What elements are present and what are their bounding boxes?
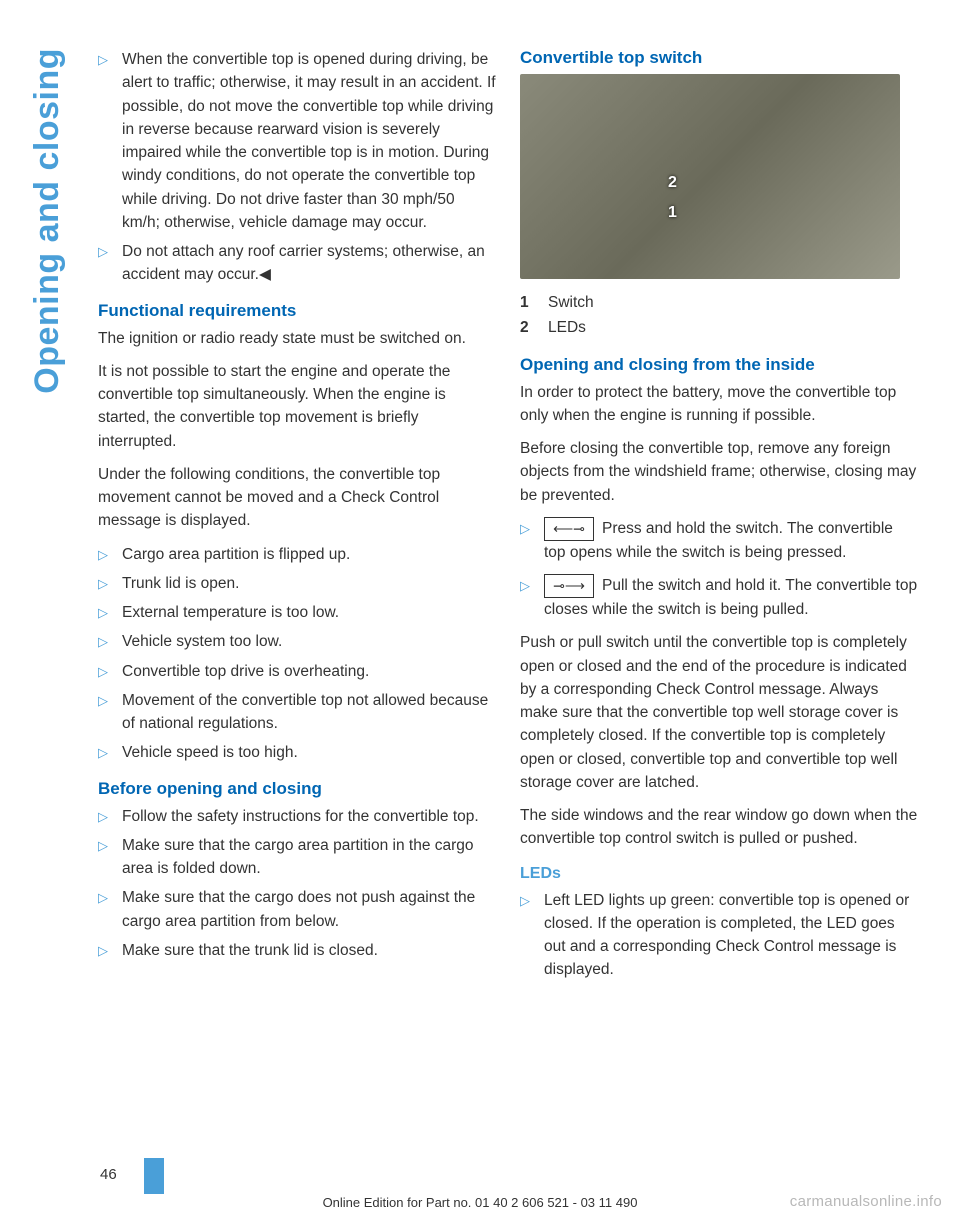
bullet-text: Follow the safety instructions for the c… xyxy=(122,805,479,828)
body-text: Before closing the convertible top, remo… xyxy=(520,437,918,507)
body-text: Push or pull switch until the convertibl… xyxy=(520,631,918,794)
legend-label: Switch xyxy=(548,291,594,316)
switch-diagram-image: 1 2 xyxy=(520,74,900,279)
car-close-icon: ⊸⟶ xyxy=(544,574,594,598)
list-item: Convertible top drive is overheating. xyxy=(98,660,496,683)
page-number-box: 46 xyxy=(100,1166,140,1184)
bullet-icon xyxy=(520,891,530,982)
list-item: Vehicle speed is too high. xyxy=(98,741,496,764)
heading-convertible-top-switch: Convertible top switch xyxy=(520,48,918,68)
bullet-text: Cargo area partition is flipped up. xyxy=(122,543,350,566)
heading-before-opening-closing: Before opening and closing xyxy=(98,779,496,799)
bullet-text: Press and hold the switch. The convertib… xyxy=(544,520,893,561)
bullet-text: When the convertible top is opened durin… xyxy=(122,48,496,234)
body-text: In order to protect the battery, move th… xyxy=(520,381,918,428)
list-item: Trunk lid is open. xyxy=(98,572,496,595)
list-item: Follow the safety instructions for the c… xyxy=(98,805,496,828)
right-column: Convertible top switch 1 2 1Switch 2LEDs… xyxy=(520,48,918,988)
legend-item: 1Switch xyxy=(520,291,918,316)
page-footer: 46 Online Edition for Part no. 01 40 2 6… xyxy=(0,1152,960,1222)
bullet-icon xyxy=(98,50,108,234)
bullet-icon xyxy=(520,519,530,564)
list-item: When the convertible top is opened durin… xyxy=(98,48,496,234)
bullet-text: Vehicle system too low. xyxy=(122,630,282,653)
bullet-icon xyxy=(98,743,108,764)
before-bullet-list: Follow the safety instructions for the c… xyxy=(98,805,496,963)
leds-bullet-list: Left LED lights up green: convertible to… xyxy=(520,889,918,982)
list-item: Make sure that the cargo area partition … xyxy=(98,834,496,881)
body-text: The side windows and the rear window go … xyxy=(520,804,918,851)
bullet-text: Pull the switch and hold it. The convert… xyxy=(544,577,917,618)
bullet-icon xyxy=(98,603,108,624)
sidebar-text: Opening and closing xyxy=(28,48,67,394)
bullet-icon xyxy=(98,941,108,962)
legend-label: LEDs xyxy=(548,316,586,341)
image-callout-2: 2 xyxy=(668,174,677,192)
car-open-icon: ⟵⊸ xyxy=(544,517,594,541)
list-item: ⟵⊸Press and hold the switch. The convert… xyxy=(520,517,918,564)
legend-item: 2LEDs xyxy=(520,316,918,341)
list-item: ⊸⟶Pull the switch and hold it. The conve… xyxy=(520,574,918,621)
main-content: When the convertible top is opened durin… xyxy=(98,48,918,988)
bullet-icon xyxy=(98,888,108,933)
bullet-text: Make sure that the trunk lid is closed. xyxy=(122,939,378,962)
functional-bullet-list: Cargo area partition is flipped up. Trun… xyxy=(98,543,496,765)
heading-leds: LEDs xyxy=(520,865,918,883)
bullet-text: External temperature is too low. xyxy=(122,601,339,624)
body-text: It is not possible to start the engine a… xyxy=(98,360,496,453)
bullet-text: Do not attach any roof carrier systems; … xyxy=(122,240,496,287)
list-item: Make sure that the cargo does not push a… xyxy=(98,886,496,933)
bullet-icon xyxy=(98,242,108,287)
bullet-text: Movement of the convertible top not allo… xyxy=(122,689,496,736)
bullet-text: Make sure that the cargo area partition … xyxy=(122,834,496,881)
list-item: Cargo area partition is flipped up. xyxy=(98,543,496,566)
list-item: Left LED lights up green: convertible to… xyxy=(520,889,918,982)
list-item: Movement of the convertible top not allo… xyxy=(98,689,496,736)
list-item: Vehicle system too low. xyxy=(98,630,496,653)
left-column: When the convertible top is opened durin… xyxy=(98,48,496,988)
legend-number: 1 xyxy=(520,291,548,316)
switch-legend-list: 1Switch 2LEDs xyxy=(520,291,918,341)
bullet-icon xyxy=(98,807,108,828)
heading-functional-requirements: Functional requirements xyxy=(98,301,496,321)
heading-opening-closing-inside: Opening and closing from the inside xyxy=(520,355,918,375)
footer-accent-bar xyxy=(144,1158,164,1194)
bullet-icon xyxy=(98,574,108,595)
bullet-text: Left LED lights up green: convertible to… xyxy=(544,889,918,982)
bullet-text: Make sure that the cargo does not push a… xyxy=(122,886,496,933)
bullet-content: ⊸⟶Pull the switch and hold it. The conve… xyxy=(544,574,918,621)
sidebar-chapter-title: Opening and closing xyxy=(28,0,67,48)
bullet-text: Vehicle speed is too high. xyxy=(122,741,298,764)
list-item: External temperature is too low. xyxy=(98,601,496,624)
image-callout-1: 1 xyxy=(668,204,677,222)
page-number: 46 xyxy=(100,1166,117,1183)
bullet-icon xyxy=(98,632,108,653)
intro-bullet-list: When the convertible top is opened durin… xyxy=(98,48,496,287)
watermark-text: carmanualsonline.info xyxy=(790,1193,942,1210)
bullet-icon xyxy=(98,691,108,736)
bullet-icon xyxy=(98,662,108,683)
legend-number: 2 xyxy=(520,316,548,341)
bullet-icon xyxy=(520,576,530,621)
bullet-text: Convertible top drive is overheating. xyxy=(122,660,369,683)
bullet-content: ⟵⊸Press and hold the switch. The convert… xyxy=(544,517,918,564)
body-text: The ignition or radio ready state must b… xyxy=(98,327,496,350)
bullet-icon xyxy=(98,545,108,566)
list-item: Make sure that the trunk lid is closed. xyxy=(98,939,496,962)
list-item: Do not attach any roof carrier systems; … xyxy=(98,240,496,287)
bullet-text: Trunk lid is open. xyxy=(122,572,239,595)
body-text: Under the following conditions, the conv… xyxy=(98,463,496,533)
bullet-icon xyxy=(98,836,108,881)
